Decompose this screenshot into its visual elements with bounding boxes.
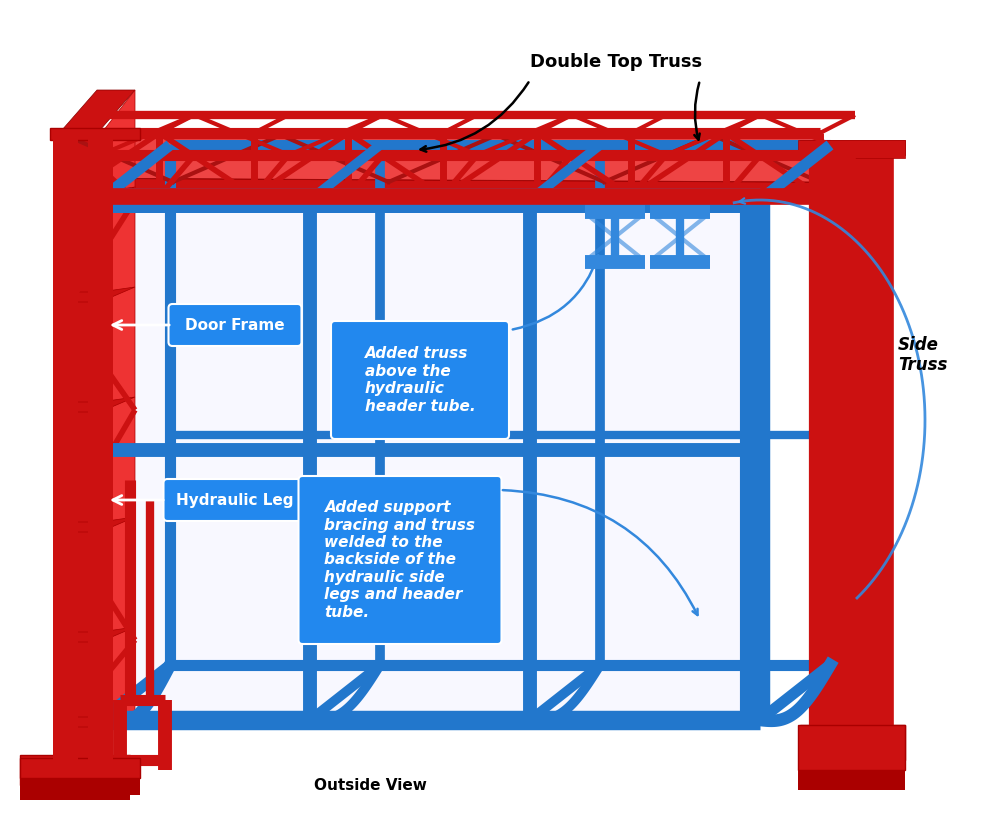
Polygon shape — [800, 760, 905, 780]
Polygon shape — [798, 770, 905, 790]
Polygon shape — [65, 178, 820, 200]
Polygon shape — [20, 755, 130, 785]
FancyBboxPatch shape — [331, 321, 509, 439]
Polygon shape — [65, 397, 135, 412]
Polygon shape — [65, 130, 820, 175]
Polygon shape — [798, 725, 905, 770]
Polygon shape — [100, 145, 830, 200]
Text: Added truss
above the
hydraulic
header tube.: Added truss above the hydraulic header t… — [364, 346, 475, 414]
Polygon shape — [65, 135, 100, 760]
Polygon shape — [50, 128, 140, 140]
FancyBboxPatch shape — [168, 304, 302, 346]
FancyBboxPatch shape — [299, 476, 502, 644]
Polygon shape — [65, 517, 135, 532]
Text: Door Frame: Door Frame — [185, 318, 285, 333]
Text: Double Top Truss: Double Top Truss — [530, 53, 702, 71]
Polygon shape — [65, 135, 820, 182]
Polygon shape — [62, 90, 135, 130]
Polygon shape — [20, 758, 140, 778]
FancyBboxPatch shape — [163, 479, 307, 521]
Polygon shape — [800, 725, 905, 760]
Polygon shape — [65, 175, 820, 200]
Polygon shape — [65, 712, 135, 727]
Polygon shape — [62, 130, 100, 755]
Polygon shape — [20, 778, 140, 795]
Polygon shape — [800, 140, 905, 155]
Text: Hydraulic Leg: Hydraulic Leg — [176, 492, 294, 507]
Polygon shape — [100, 200, 760, 720]
Polygon shape — [20, 785, 130, 800]
Polygon shape — [65, 287, 135, 302]
Text: Outside View: Outside View — [314, 778, 427, 793]
Polygon shape — [798, 140, 905, 158]
Polygon shape — [65, 187, 135, 202]
Polygon shape — [820, 155, 850, 725]
Text: Side
Truss: Side Truss — [898, 335, 947, 375]
Text: Added support
bracing and truss
welded to the
backside of the
hydraulic side
leg: Added support bracing and truss welded t… — [325, 500, 475, 619]
Polygon shape — [100, 90, 135, 725]
Polygon shape — [65, 627, 135, 642]
Polygon shape — [855, 155, 885, 725]
